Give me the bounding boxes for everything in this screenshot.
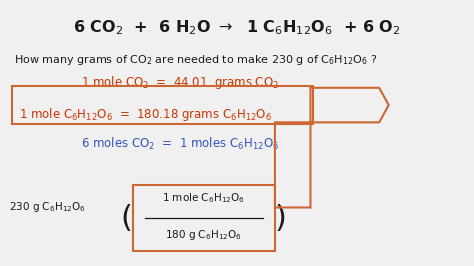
Text: 230 g C$_6$H$_{12}$O$_6$: 230 g C$_6$H$_{12}$O$_6$ (9, 201, 87, 214)
Text: How many grams of CO$_2$ are needed to make 230 g of C$_6$H$_{12}$O$_6$ ?: How many grams of CO$_2$ are needed to m… (14, 53, 378, 67)
Text: 6 CO$_2$  +  6 H$_2$O $\rightarrow$  1 C$_6$H$_{12}$O$_6$  + 6 O$_2$: 6 CO$_2$ + 6 H$_2$O $\rightarrow$ 1 C$_6… (73, 19, 401, 37)
Text: (: ( (121, 203, 133, 233)
Text: 180 g C$_6$H$_{12}$O$_6$: 180 g C$_6$H$_{12}$O$_6$ (165, 228, 242, 242)
Text: ): ) (275, 203, 287, 233)
Text: 1 mole CO$_2$  =  44.01  grams CO$_2$: 1 mole CO$_2$ = 44.01 grams CO$_2$ (81, 74, 279, 92)
Text: 1 mole C$_6$H$_{12}$O$_6$  =  180.18 grams C$_6$H$_{12}$O$_6$: 1 mole C$_6$H$_{12}$O$_6$ = 180.18 grams… (19, 106, 272, 123)
Text: 6 moles CO$_2$  =  1 moles C$_6$H$_{12}$O$_6$: 6 moles CO$_2$ = 1 moles C$_6$H$_{12}$O$… (81, 136, 279, 152)
Text: 1 mole C$_6$H$_{12}$O$_6$: 1 mole C$_6$H$_{12}$O$_6$ (162, 191, 246, 205)
